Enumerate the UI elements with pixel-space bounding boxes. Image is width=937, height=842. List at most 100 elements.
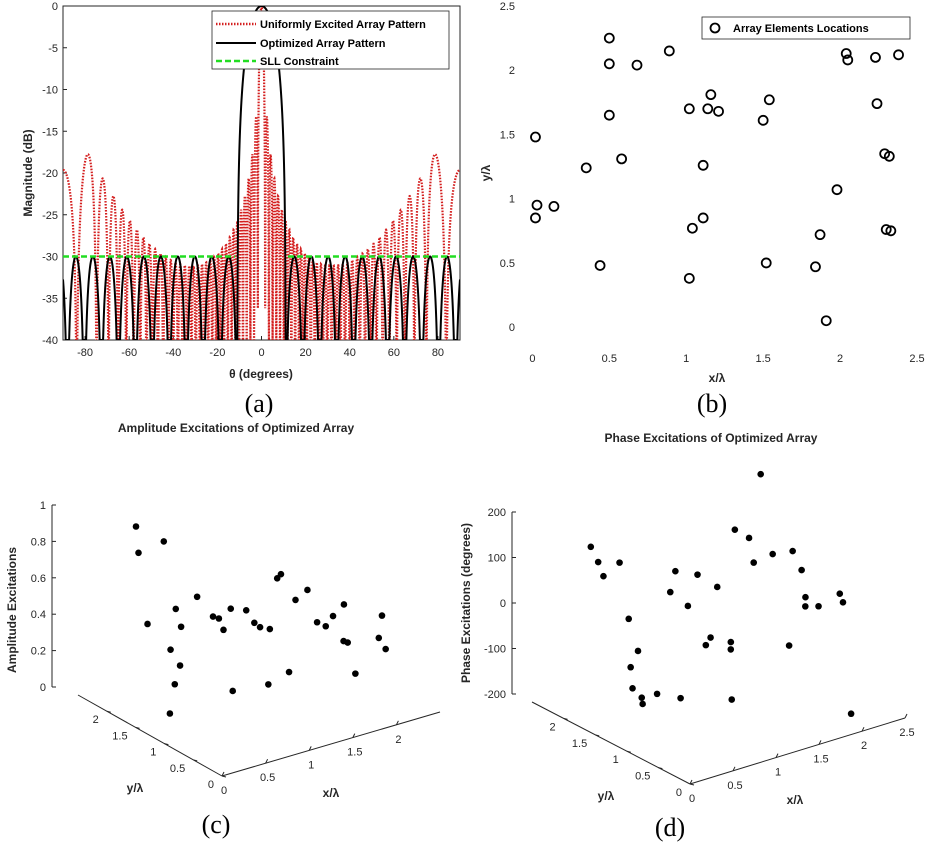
excitation-point <box>132 523 140 530</box>
excitation-point <box>329 612 337 620</box>
excitation-point <box>639 700 646 708</box>
excitation-point <box>785 642 793 649</box>
y-tick-label: -25 <box>42 210 58 222</box>
x-tick-label: -80 <box>77 347 93 359</box>
excitation-point <box>266 625 274 633</box>
element-location-point <box>885 225 897 237</box>
x-tick-label: 2 <box>837 353 843 365</box>
excitation-point <box>702 641 710 649</box>
element-location-point <box>580 162 592 174</box>
x-tick-label: -60 <box>121 347 137 359</box>
panel-b-x-ticks: 0 0.5 1 1.5 2 2.5 <box>529 353 924 365</box>
excitation-point <box>171 680 179 688</box>
y-tick-label: 2 <box>549 721 555 733</box>
excitation-point <box>600 572 607 580</box>
panel-c-zlabel: Amplitude Excitations <box>5 547 19 673</box>
panel-d-zlabel: Phase Excitations (degrees) <box>459 523 473 683</box>
excitation-point <box>727 638 735 646</box>
y-tick-label: 1.5 <box>500 129 515 141</box>
x-tick-mark <box>352 733 356 738</box>
y-tick-mark <box>106 710 111 713</box>
panel-b-xlabel: x/λ <box>709 371 726 385</box>
y-tick-label: 0.5 <box>170 763 185 775</box>
x-tick-mark <box>818 740 822 745</box>
excitation-point <box>313 618 321 626</box>
x-tick-label: 60 <box>388 347 400 359</box>
x-tick-label: 0.5 <box>260 772 275 784</box>
excitation-point <box>625 615 633 623</box>
y-tick-label: 0 <box>52 1 58 13</box>
y-tick-label: 2.5 <box>500 1 515 13</box>
element-location-point <box>616 153 628 165</box>
element-location-point <box>820 315 832 327</box>
excitation-point <box>815 602 822 610</box>
panel-d-axes: -200 -100 0 100 200 0 0.5 1 1.5 2 2.5 0 0.5 1 1.5 2 <box>484 507 915 805</box>
x-tick-mark <box>308 746 312 751</box>
element-location-point <box>883 150 895 162</box>
excitation-point <box>798 566 805 574</box>
z-tick-label: 100 <box>488 553 506 565</box>
panel-d-points <box>587 470 855 718</box>
y-tick-label: 1 <box>613 754 619 766</box>
excitation-point <box>220 626 227 634</box>
y-tick-label: 0.5 <box>635 771 650 783</box>
excitation-point <box>378 612 386 619</box>
x-tick-label: 0.5 <box>727 780 742 792</box>
element-location-point <box>713 105 724 117</box>
element-location-point <box>705 89 717 101</box>
caption-b: (b) <box>697 389 727 418</box>
x-tick-label: 40 <box>344 347 356 359</box>
x-axis-line <box>221 711 441 777</box>
excitation-point <box>265 681 272 688</box>
element-location-point <box>893 49 904 61</box>
y-tick-mark <box>626 750 631 753</box>
excitation-point <box>789 547 796 555</box>
y-tick-mark <box>135 726 140 729</box>
excitation-point <box>322 622 330 630</box>
excitation-point <box>167 646 174 653</box>
element-location-point <box>594 260 606 271</box>
caption-d: (d) <box>655 813 685 842</box>
x-tick-label: 0.5 <box>602 353 617 365</box>
element-location-point <box>603 58 615 70</box>
y-tick-mark <box>563 717 568 720</box>
panel-a: -80 -60 -40 -20 0 20 40 60 80 0 -5 -10 -15 -20 -25 -30… <box>21 1 461 418</box>
element-location-point <box>814 229 826 241</box>
x-tick-label: 20 <box>299 347 311 359</box>
panel-d-xlabel: x/λ <box>787 793 804 807</box>
excitation-point <box>728 696 736 703</box>
excitation-point <box>684 602 692 610</box>
excitation-point <box>251 619 258 627</box>
y-tick-label: -10 <box>42 85 58 97</box>
legend-label-elements: Array Elements Locations <box>733 23 869 35</box>
element-location-point <box>683 103 695 115</box>
y-tick-mark <box>658 767 663 770</box>
excitation-point <box>135 549 142 557</box>
excitation-point <box>176 662 184 669</box>
panel-a-ylabel: Magnitude (dB) <box>21 129 35 216</box>
caption-a: (a) <box>245 389 274 418</box>
y-tick-label: -40 <box>42 335 58 347</box>
x-tick-label: 1.5 <box>813 753 828 765</box>
x-tick-label: 1 <box>775 767 781 779</box>
z-tick-label: 0 <box>500 598 506 610</box>
excitation-point <box>677 694 684 702</box>
y-tick-label: 0.5 <box>500 258 515 270</box>
panel-d: Phase Excitations of Optimized Array -20… <box>459 431 915 842</box>
z-tick-label: 0.8 <box>31 536 46 548</box>
z-tick-label: -100 <box>484 644 506 656</box>
x-tick-label: 1 <box>683 353 689 365</box>
excitation-point <box>352 670 359 677</box>
element-location-point <box>603 109 615 121</box>
excitation-point <box>616 559 623 566</box>
z-tick-label: 200 <box>488 507 506 519</box>
plot-b-frame <box>517 6 917 340</box>
legend-label-sll: SLL Constraint <box>260 56 339 68</box>
x-tick-label: 2.5 <box>899 727 914 739</box>
panel-c: Amplitude Excitations of Optimized Array… <box>5 421 441 839</box>
excitation-point <box>653 690 661 698</box>
excitation-point <box>227 605 235 612</box>
excitation-point <box>256 623 264 631</box>
x-tick-label: 1.5 <box>756 353 771 365</box>
x-tick-label: 0 <box>529 353 535 365</box>
